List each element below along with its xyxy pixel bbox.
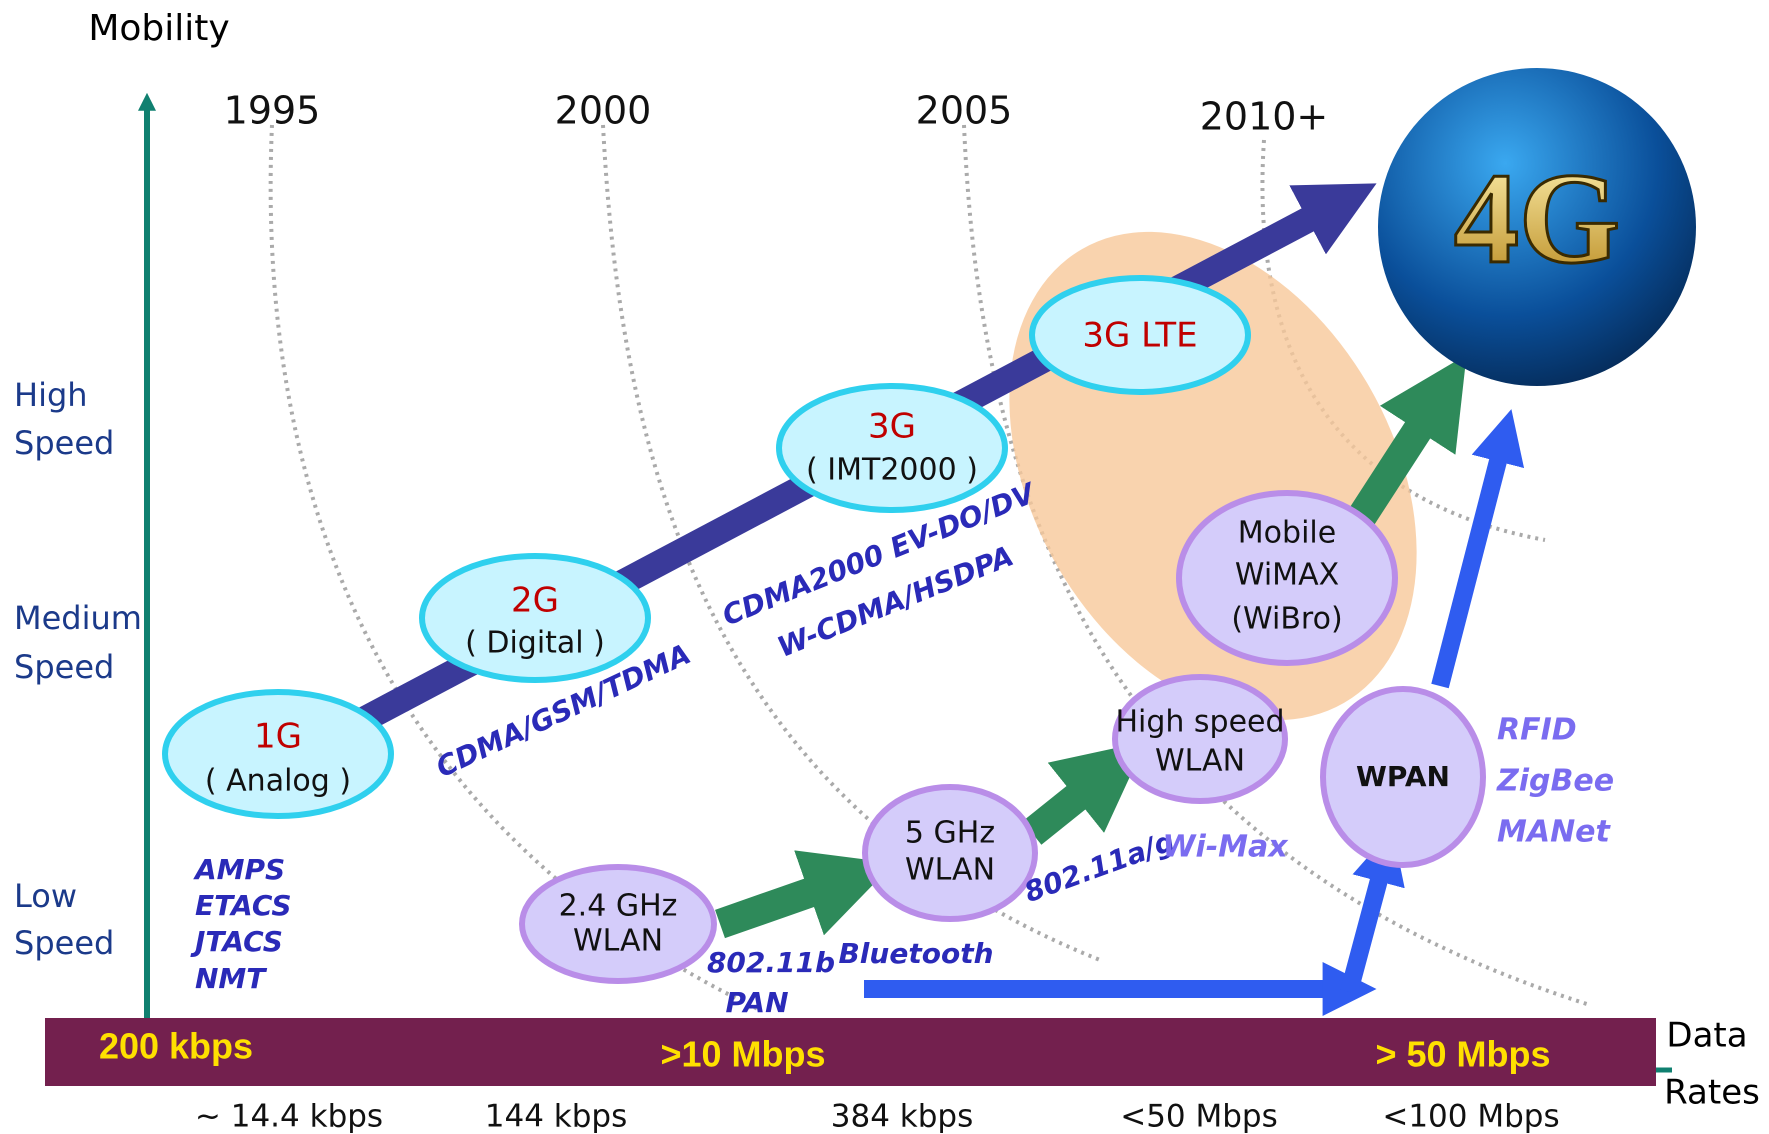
node-title: 1G — [254, 717, 302, 757]
rate: <50 Mbps — [1120, 1099, 1278, 1134]
node — [779, 386, 1005, 510]
rate: <100 Mbps — [1382, 1099, 1559, 1134]
node-text: WLAN — [905, 853, 995, 888]
speed-label: Low — [14, 877, 77, 915]
speed-label: Speed — [14, 424, 114, 462]
x-axis-label: Rates — [1664, 1073, 1760, 1113]
annotation: MANet — [1497, 815, 1612, 850]
rate: 144 kbps — [485, 1099, 627, 1134]
annotation: ZigBee — [1496, 764, 1614, 799]
annotation: Wi-Max — [1162, 830, 1289, 865]
x-axis-label: Data — [1666, 1016, 1747, 1056]
rate: ~ 14.4 kbps — [195, 1099, 383, 1134]
annotation: NMT — [195, 962, 267, 995]
node-title: 2G — [511, 581, 559, 621]
annotation: JTACS — [190, 925, 283, 958]
year: 2005 — [916, 89, 1013, 133]
rate-bar-label: > 50 Mbps — [1375, 1034, 1550, 1075]
node-subtitle: ( IMT2000 ) — [806, 453, 978, 488]
annotation: ETACS — [195, 889, 292, 922]
target-label: 4G — [1454, 147, 1620, 291]
speed-label: Medium — [14, 599, 142, 637]
annotation: PAN — [725, 986, 788, 1019]
node-text: 5 GHz — [905, 816, 995, 851]
diagram: Mobility 1995 2000 2005 2010+ High Speed… — [0, 0, 1769, 1134]
y-axis-label: Mobility — [88, 8, 229, 49]
annotation: 802.11b — [707, 946, 835, 979]
rate-bar-label: 200 kbps — [99, 1026, 253, 1067]
node-title: 3G — [868, 407, 916, 447]
node-text: WLAN — [1155, 744, 1245, 779]
node-text: Mobile — [1238, 516, 1336, 551]
node-text: (WiBro) — [1231, 602, 1342, 637]
year: 1995 — [224, 89, 321, 133]
year: 2000 — [555, 89, 652, 133]
annotation: RFID — [1497, 713, 1577, 748]
annotation: Bluetooth — [838, 937, 993, 970]
node-text: WLAN — [573, 924, 663, 959]
speed-label: High — [14, 376, 88, 414]
annotation: AMPS — [193, 853, 285, 886]
node-title: 3G LTE — [1082, 316, 1197, 356]
node-text: WPAN — [1356, 760, 1450, 793]
node-text: 2.4 GHz — [559, 889, 678, 924]
node-subtitle: ( Analog ) — [205, 764, 351, 799]
node-text: WiMAX — [1235, 558, 1339, 593]
speed-label: Speed — [14, 648, 114, 686]
node-text: High speed — [1115, 705, 1284, 740]
rate: 384 kbps — [831, 1099, 973, 1134]
rate-bar-label: >10 Mbps — [660, 1034, 825, 1075]
node-subtitle: ( Digital ) — [465, 626, 605, 661]
speed-label: Speed — [14, 924, 114, 962]
year: 2010+ — [1200, 95, 1329, 139]
